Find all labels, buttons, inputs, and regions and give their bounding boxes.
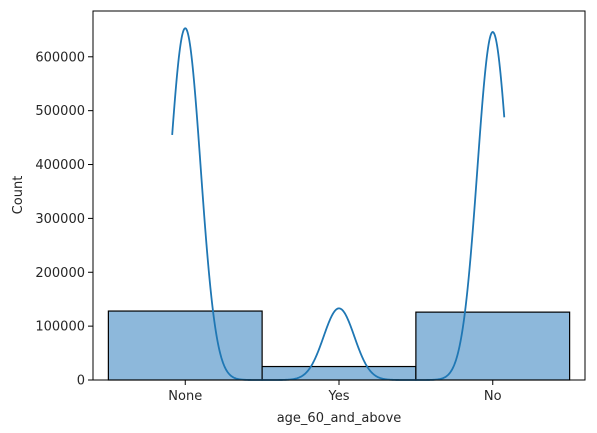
bar-no xyxy=(415,311,571,381)
x-axis: None Yes No xyxy=(168,380,502,404)
bar-yes xyxy=(261,365,417,381)
bar-none xyxy=(107,310,263,381)
kde-curve xyxy=(171,27,506,381)
y-axis-title: Count xyxy=(11,176,26,215)
x-axis-title: age_60_and_above xyxy=(277,411,402,426)
y-tick-label: 100000 xyxy=(35,320,85,335)
bars-group xyxy=(107,310,571,381)
x-tick-label: None xyxy=(168,389,202,404)
y-axis: 0 100000 200000 300000 400000 500000 600000 xyxy=(35,50,93,389)
y-tick-label: 400000 xyxy=(35,158,85,173)
x-tick-label: Yes xyxy=(328,389,350,404)
y-tick-label: 500000 xyxy=(35,104,85,119)
y-tick-label: 300000 xyxy=(35,212,85,227)
y-tick-label: 600000 xyxy=(35,50,85,65)
x-tick-label: No xyxy=(484,389,502,404)
y-tick-label: 0 xyxy=(77,374,85,389)
y-tick-label: 200000 xyxy=(35,266,85,281)
